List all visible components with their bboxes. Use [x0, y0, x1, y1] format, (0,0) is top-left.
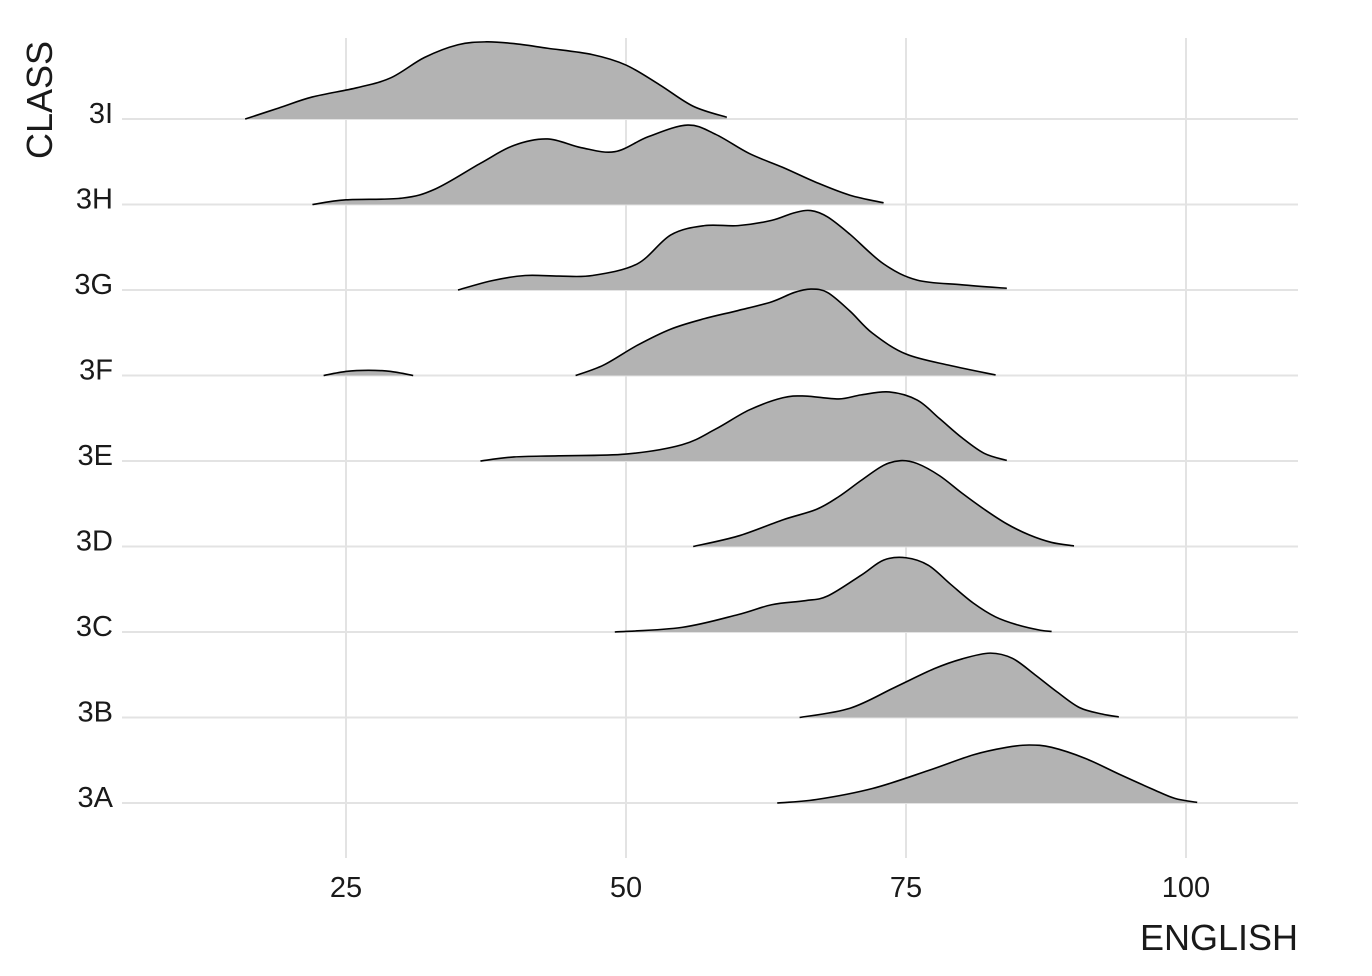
ridge-outline-3A: [777, 744, 1198, 804]
ridge-fill-3C: [614, 557, 1052, 632]
y-tick-labels: 3A 3B 3C 3D 3E 3F 3G 3H 3I: [74, 98, 113, 814]
ridge-outline-3H: [312, 124, 884, 206]
ridge-fill-3A: [777, 745, 1198, 803]
ridge-outline-3G: [457, 209, 1007, 291]
y-tick-label: 3B: [78, 697, 113, 729]
y-tick-label: 3E: [78, 440, 113, 472]
y-tick-label: 3G: [74, 269, 113, 301]
ridge-outline-3E: [480, 391, 1008, 462]
ridge-fill-3D: [693, 460, 1074, 547]
ridge-outline-3F: [575, 288, 996, 377]
ridge-outline-3I: [244, 41, 728, 120]
ridge-fill-3H: [312, 125, 884, 205]
y-tick-label: 3H: [76, 184, 113, 216]
ridge-fill-3F: [575, 289, 996, 376]
x-tick-label: 50: [610, 872, 642, 904]
y-tick-label: 3D: [76, 526, 113, 558]
x-tick-label: 100: [1162, 872, 1210, 904]
y-tick-label: 3C: [76, 611, 113, 643]
y-tick-label: 3I: [89, 98, 113, 130]
ridge-fill-3B: [799, 653, 1119, 718]
x-tick-label: 75: [890, 872, 922, 904]
ridge-outline-3C: [614, 556, 1052, 633]
density-ridges: [244, 41, 1198, 804]
x-tick-labels: 25 50 75 100: [330, 872, 1210, 904]
ridge-outline-3B: [799, 652, 1119, 719]
y-axis-label: CLASS: [19, 41, 60, 159]
ridge-fill-3E: [480, 391, 1007, 461]
ridge-fill-3I: [245, 41, 727, 119]
x-tick-label: 25: [330, 872, 362, 904]
y-tick-label: 3F: [79, 355, 113, 387]
y-tick-label: 3A: [78, 782, 114, 814]
x-axis-label: ENGLISH: [1140, 917, 1298, 958]
ridge-outline-3D: [693, 459, 1075, 548]
ridge-outline-3F: [323, 369, 414, 377]
ridge-fill-3G: [458, 210, 1007, 290]
